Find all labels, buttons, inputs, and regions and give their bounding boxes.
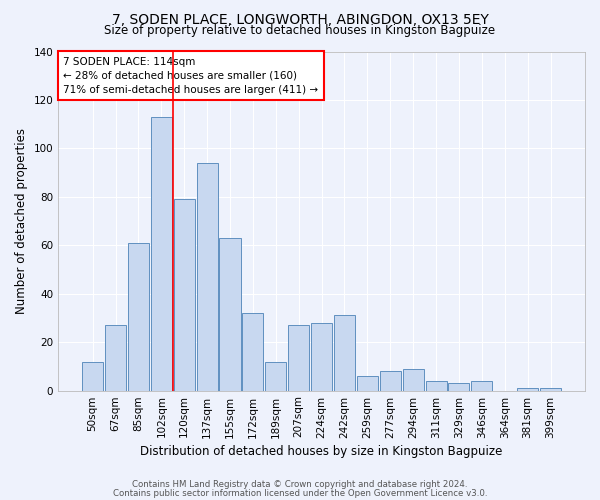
Text: 7, SODEN PLACE, LONGWORTH, ABINGDON, OX13 5EY: 7, SODEN PLACE, LONGWORTH, ABINGDON, OX1… [112,12,488,26]
Y-axis label: Number of detached properties: Number of detached properties [15,128,28,314]
Text: Size of property relative to detached houses in Kingston Bagpuize: Size of property relative to detached ho… [104,24,496,37]
Bar [517,388,538,390]
Bar [357,376,378,390]
X-axis label: Distribution of detached houses by size in Kingston Bagpuize: Distribution of detached houses by size … [140,444,503,458]
Bar [380,371,401,390]
Bar [540,388,561,390]
Text: 7 SODEN PLACE: 114sqm
← 28% of detached houses are smaller (160)
71% of semi-det: 7 SODEN PLACE: 114sqm ← 28% of detached … [64,56,319,94]
Bar [128,243,149,390]
Bar [242,313,263,390]
Bar [197,163,218,390]
Bar [151,117,172,390]
Bar [311,323,332,390]
Bar [173,199,195,390]
Bar [220,238,241,390]
Bar [82,362,103,390]
Text: Contains HM Land Registry data © Crown copyright and database right 2024.: Contains HM Land Registry data © Crown c… [132,480,468,489]
Text: Contains public sector information licensed under the Open Government Licence v3: Contains public sector information licen… [113,488,487,498]
Bar [425,381,446,390]
Bar [105,325,126,390]
Bar [403,369,424,390]
Bar [334,316,355,390]
Bar [472,381,493,390]
Bar [265,362,286,390]
Bar [288,325,309,390]
Bar [448,384,469,390]
